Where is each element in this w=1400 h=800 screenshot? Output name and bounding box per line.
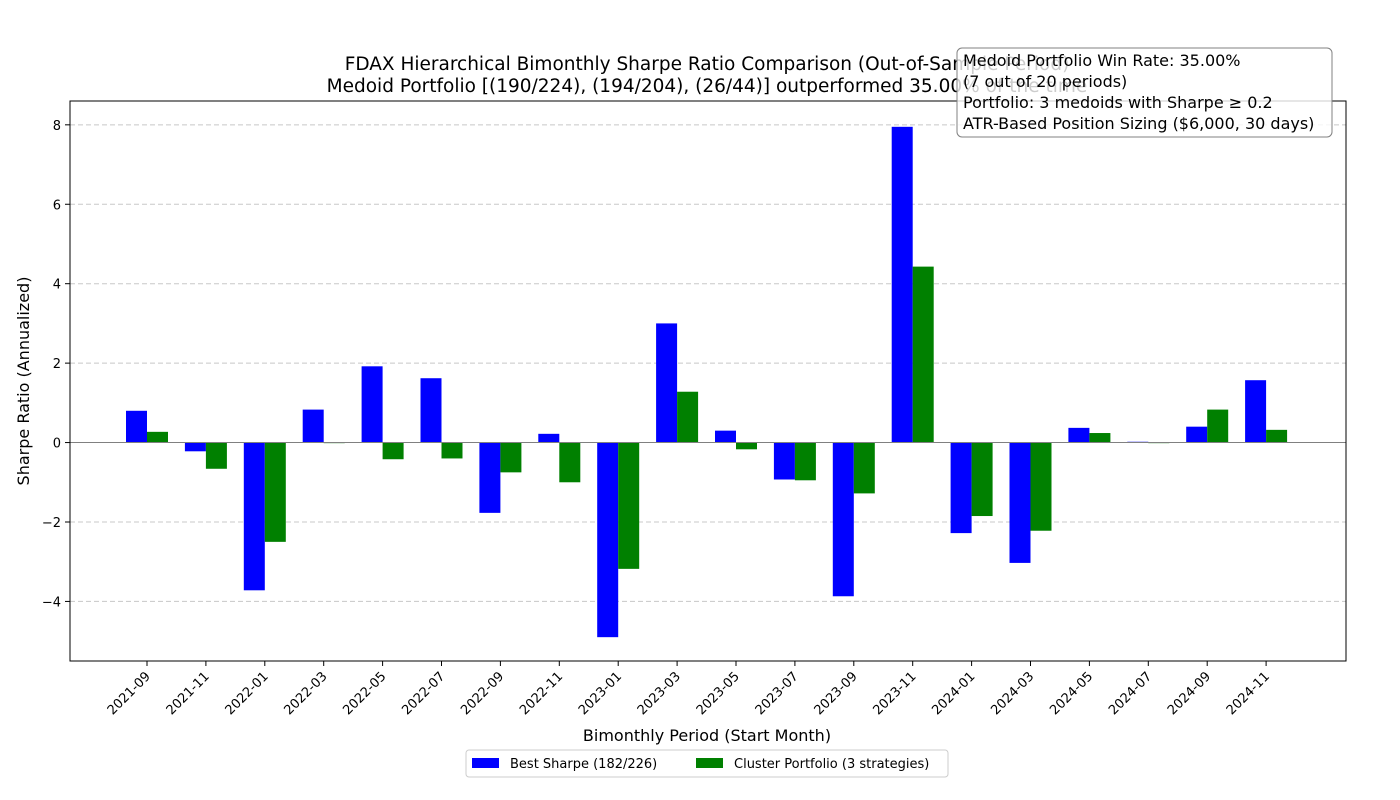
bar-cluster-portfolio bbox=[264, 442, 286, 542]
chart-title: FDAX Hierarchical Bimonthly Sharpe Ratio… bbox=[345, 54, 1070, 75]
bar-cluster-portfolio bbox=[736, 442, 757, 450]
legend-label-cluster-portfolio: Cluster Portfolio (3 strategies) bbox=[734, 757, 929, 772]
bars bbox=[126, 126, 1288, 638]
bar-best-sharpe bbox=[656, 323, 678, 443]
y-tick-label: 6 bbox=[53, 198, 61, 213]
bar-cluster-portfolio bbox=[1030, 442, 1052, 531]
bar-best-sharpe bbox=[361, 366, 383, 443]
bar-cluster-portfolio bbox=[382, 442, 404, 460]
bar-cluster-portfolio bbox=[205, 442, 227, 469]
annotation-line-4: ATR-Based Position Sizing ($6,000, 30 da… bbox=[963, 114, 1314, 133]
y-tick-label: 2 bbox=[53, 357, 61, 372]
y-tick-label: −2 bbox=[42, 516, 61, 531]
bar-best-sharpe bbox=[1068, 427, 1090, 443]
bar-best-sharpe bbox=[1186, 426, 1208, 443]
bar-best-sharpe bbox=[479, 442, 501, 513]
bar-best-sharpe bbox=[420, 378, 442, 443]
bar-cluster-portfolio bbox=[1089, 433, 1111, 443]
y-tick-label: 4 bbox=[53, 278, 61, 293]
bar-best-sharpe bbox=[243, 442, 265, 591]
bar-cluster-portfolio bbox=[500, 442, 522, 473]
bar-best-sharpe bbox=[715, 430, 736, 443]
annotation-line-1: Medoid Portfolio Win Rate: 35.00% bbox=[963, 51, 1241, 70]
bar-cluster-portfolio bbox=[559, 442, 581, 483]
legend: Best Sharpe (182/226) Cluster Portfolio … bbox=[465, 749, 949, 778]
bar-best-sharpe bbox=[1009, 442, 1031, 563]
bar-cluster-portfolio bbox=[147, 431, 168, 443]
bar-cluster-portfolio bbox=[794, 442, 816, 481]
bar-cluster-portfolio bbox=[971, 442, 993, 517]
annotation-line-2: (7 out of 20 periods) bbox=[963, 72, 1127, 91]
bar-best-sharpe bbox=[184, 442, 206, 452]
bar-cluster-portfolio bbox=[1266, 429, 1288, 443]
bar-best-sharpe bbox=[302, 409, 324, 443]
bar-best-sharpe bbox=[773, 442, 795, 480]
legend-label-best-sharpe: Best Sharpe (182/226) bbox=[510, 757, 657, 772]
bar-best-sharpe bbox=[126, 410, 147, 443]
chart-subtitle: Medoid Portfolio [(190/224), (194/204), … bbox=[327, 76, 1088, 97]
bar-cluster-portfolio bbox=[677, 391, 699, 443]
bar-cluster-portfolio bbox=[1207, 409, 1229, 443]
bar-best-sharpe bbox=[597, 442, 619, 638]
y-axis: −4 −2 0 2 4 6 8 bbox=[42, 119, 70, 610]
bar-best-sharpe bbox=[891, 126, 913, 443]
y-tick-label: −4 bbox=[42, 595, 61, 610]
bar-best-sharpe bbox=[538, 433, 560, 443]
y-tick-label: 8 bbox=[53, 119, 61, 134]
plot-area bbox=[69, 100, 1347, 662]
annotation-box bbox=[956, 47, 1333, 138]
bar-best-sharpe bbox=[1245, 380, 1267, 443]
bar-cluster-portfolio bbox=[618, 442, 640, 569]
bar-best-sharpe bbox=[950, 442, 972, 534]
bar-cluster-portfolio bbox=[912, 266, 934, 443]
bar-best-sharpe bbox=[832, 442, 854, 597]
bar-cluster-portfolio bbox=[853, 442, 875, 494]
y-axis-label: Sharpe Ratio (Annualized) bbox=[14, 277, 33, 486]
win-rate-annotation: Medoid Portfolio Win Rate: 35.00% (7 out… bbox=[956, 47, 1333, 138]
legend-swatch-best-sharpe bbox=[472, 758, 499, 768]
legend-swatch-cluster-portfolio bbox=[696, 758, 723, 768]
annotation-line-3: Portfolio: 3 medoids with Sharpe ≥ 0.2 bbox=[963, 93, 1273, 112]
y-tick-label: 0 bbox=[53, 437, 61, 452]
bar-cluster-portfolio bbox=[441, 442, 463, 459]
x-axis-label: Bimonthly Period (Start Month) bbox=[583, 726, 831, 745]
